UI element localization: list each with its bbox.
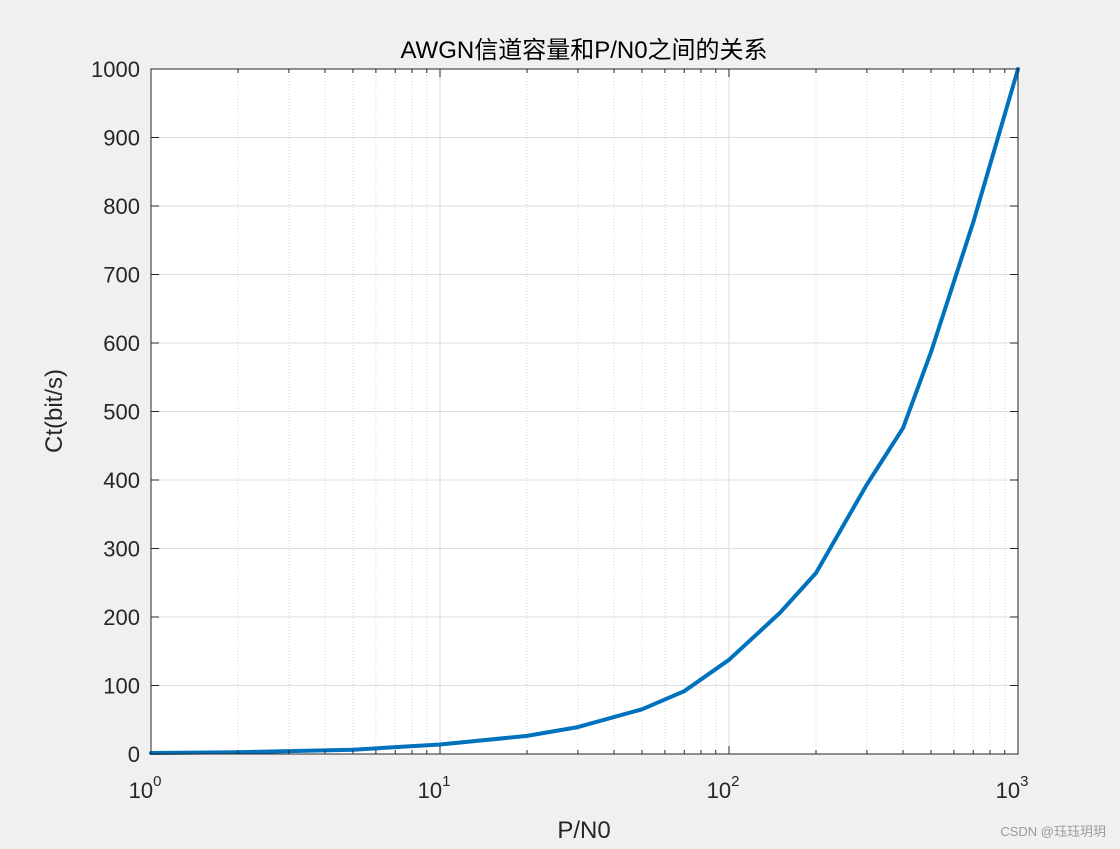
y-tick-label: 0 xyxy=(128,742,140,767)
series-line xyxy=(149,67,1020,755)
chart-title: AWGN信道容量和P/N0之间的关系 xyxy=(400,37,767,64)
y-tick-label: 300 xyxy=(103,537,140,562)
y-tick-label: 800 xyxy=(103,194,140,219)
x-tick-label: 100 xyxy=(129,773,162,803)
x-tick-label: 102 xyxy=(707,773,740,803)
y-tick-label: 700 xyxy=(103,263,140,288)
x-tick-exponent: 1 xyxy=(442,773,450,790)
x-tick-exponent: 3 xyxy=(1020,773,1028,790)
x-tick-exponent: 0 xyxy=(153,773,161,790)
x-tick-label: 101 xyxy=(418,773,451,803)
y-tick-label: 1000 xyxy=(91,57,140,82)
x-tick-exponent: 2 xyxy=(731,773,739,790)
x-tick-label: 103 xyxy=(996,773,1029,803)
y-tick-label: 200 xyxy=(103,605,140,630)
y-tick-label: 900 xyxy=(103,126,140,151)
y-axis-label: Ct(bit/s) xyxy=(41,369,68,453)
y-tick-label: 600 xyxy=(103,331,140,356)
x-axis-label: P/N0 xyxy=(557,817,610,844)
watermark: CSDN @珏珏玥玥 xyxy=(1000,824,1106,839)
y-tick-label: 100 xyxy=(103,674,140,699)
ticks: 100 101 102 1030100200300400500600700800900… xyxy=(91,57,1028,803)
y-tick-label: 500 xyxy=(103,400,140,425)
grid xyxy=(150,68,1019,755)
y-tick-label: 400 xyxy=(103,468,140,493)
series-group xyxy=(149,67,1020,755)
